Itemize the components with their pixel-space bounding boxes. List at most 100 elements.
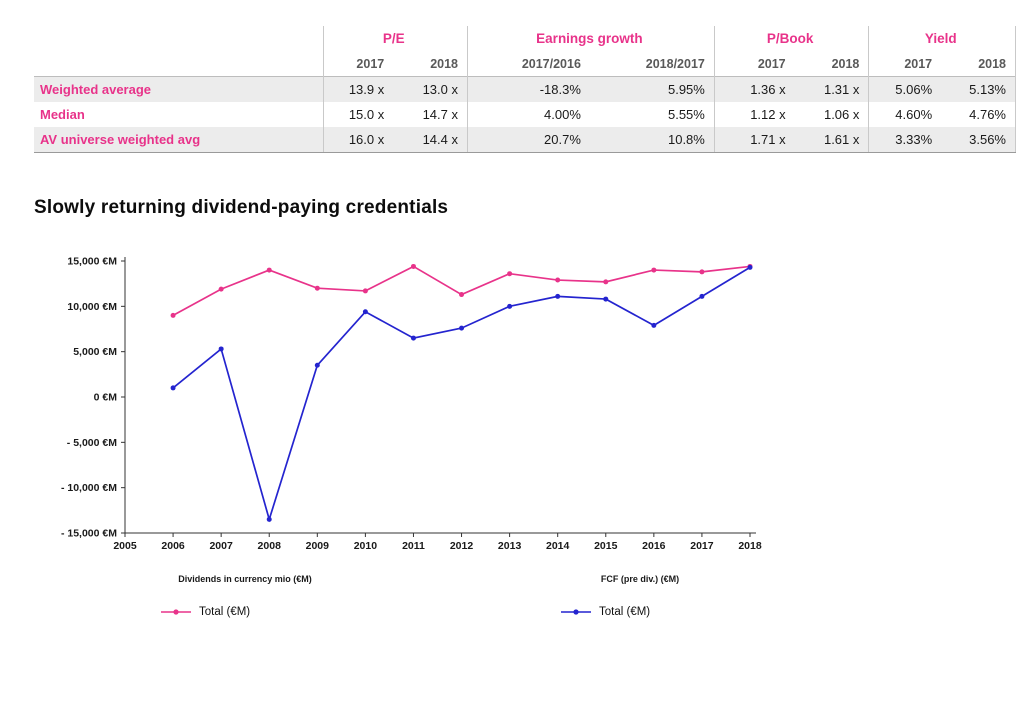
legend-swatch-blue [561, 609, 591, 615]
subheader-pe-2018: 2018 [430, 56, 458, 71]
subheader-yield-2018: 2018 [941, 51, 1017, 77]
data-point [651, 267, 657, 273]
table-cell: 10.8% [589, 127, 715, 153]
legend-swatch-pink [161, 609, 191, 615]
subheader-eg-2017-2016: 2017/2016 [466, 51, 590, 77]
data-point [459, 292, 465, 298]
x-tick-label: 2006 [161, 540, 185, 552]
line-chart-canvas: 15,000 €M 10,000 €M 5,000 €M 0 €M - 5,000 €M… [61, 256, 762, 553]
table-cell: 1.36 x [713, 76, 795, 102]
table-body: Weighted average 13.9 x 13.0 x -18.3% 5.95% 1… [34, 76, 1017, 153]
x-tick-label: 2015 [594, 540, 618, 552]
data-point [699, 293, 705, 299]
data-point [651, 322, 657, 328]
table-subheader-row: 2017 2018 2017/2016 2018/2017 2017 2018 … [34, 51, 1017, 77]
data-point [747, 264, 753, 270]
data-point [362, 288, 368, 294]
data-point [555, 277, 561, 283]
data-point [218, 346, 224, 352]
table-cell: 1.06 x [823, 107, 860, 122]
data-point [699, 269, 705, 275]
y-tick-label: - 15,000 €M [61, 528, 117, 540]
data-point [266, 516, 272, 522]
table-group-header-row: P/E Earnings growth P/Book Yield [34, 26, 1016, 51]
data-point [603, 279, 609, 285]
table-cell: 1.31 x [794, 76, 869, 102]
row-label: Weighted average [34, 76, 323, 102]
data-point [410, 263, 416, 269]
col-group-earnings-growth: Earnings growth [467, 26, 715, 51]
x-tick-label: 2018 [738, 540, 762, 552]
table-cell: 14.4 x [393, 127, 468, 153]
data-point [459, 325, 465, 331]
x-tick-label: 2012 [450, 540, 474, 552]
x-tick-label: 2011 [402, 540, 425, 552]
row-label: AV universe weighted avg [34, 127, 323, 153]
data-point [507, 303, 513, 309]
data-point [507, 271, 513, 277]
table-cell: 4.00% [466, 102, 590, 127]
y-tick-label: 5,000 €M [73, 346, 117, 358]
table-cell: 13.0 x [393, 76, 468, 102]
table-cell: 14.7 x [422, 107, 458, 122]
table-cell: 5.13% [941, 76, 1017, 102]
col-group-yield: Yield [868, 26, 1016, 51]
subheader-pe-2017: 2017 [322, 51, 394, 77]
col-group-pe: P/E [322, 26, 468, 51]
table-cell: 20.7% [466, 127, 590, 153]
page-title: Slowly returning dividend-paying credent… [34, 197, 449, 218]
subheader-spacer [34, 51, 323, 77]
data-point [603, 296, 609, 302]
table-cell: 4.76% [941, 102, 1017, 127]
y-tick-label: 10,000 €M [67, 301, 117, 313]
axis-captions: Dividends in currency mio (€M) FCF (pre … [40, 574, 810, 592]
x-tick-label: 2010 [354, 540, 378, 552]
table-cell: 5.95% [589, 76, 715, 102]
data-point [362, 309, 368, 315]
y-tick-label: 0 €M [94, 392, 118, 404]
x-tick-label: 2017 [690, 540, 714, 552]
data-point [170, 312, 176, 318]
row-label: Median [40, 107, 85, 122]
data-point [555, 293, 561, 299]
y-tick-label: - 5,000 €M [67, 437, 117, 449]
chart-legend: Total (€M) Total (€M) [40, 606, 810, 628]
subheader-eg-2018-2017: 2018/2017 [645, 56, 705, 71]
table-cell: 15.0 x [322, 102, 394, 127]
dividends-fcf-chart: 15,000 €M 10,000 €M 5,000 €M 0 €M - 5,000 €M… [40, 247, 810, 628]
x-tick-label: 2014 [546, 540, 570, 552]
table-cell: 4.60% [868, 102, 942, 127]
table-cell: 13.9 x [322, 76, 394, 102]
y-tick-label: 15,000 €M [67, 256, 117, 268]
x-tick-label: 2005 [113, 540, 137, 552]
data-point [218, 286, 224, 292]
group-header-spacer [34, 26, 323, 51]
valuation-table-wrap: P/E Earnings growth P/Book Yield 2017 20… [34, 26, 1017, 153]
data-point [314, 362, 320, 368]
table-cell: 3.33% [868, 127, 942, 153]
table-cell: 5.06% [868, 76, 942, 102]
x-tick-label: 2007 [209, 540, 233, 552]
valuation-table: P/E Earnings growth P/Book Yield 2017 20… [34, 26, 1017, 153]
subheader-yield-2017: 2017 [868, 51, 942, 77]
legend-item-fcf: Total (€M) [560, 606, 650, 618]
table-cell: 1.71 x [713, 127, 795, 153]
table-row: Weighted average 13.9 x 13.0 x -18.3% 5.95% 1… [34, 76, 1017, 102]
data-point [266, 267, 272, 273]
table-cell: 5.55% [667, 107, 705, 122]
series-line [172, 266, 751, 523]
legend-item-dividends: Total (€M) [160, 606, 250, 618]
data-point [410, 335, 416, 341]
caption-fcf: FCF (pre div.) (€M) [600, 574, 680, 584]
caption-dividends: Dividends in currency mio (€M) [178, 574, 312, 584]
data-point [314, 285, 320, 291]
table-cell: 1.12 x [713, 102, 795, 127]
data-point [170, 385, 176, 391]
table-cell: 3.56% [941, 127, 1017, 153]
x-tick-label: 2013 [498, 540, 522, 552]
x-tick-label: 2009 [306, 540, 330, 552]
table-cell: 16.0 x [322, 127, 394, 153]
legend-label: Total (€M) [599, 606, 651, 618]
table-row: AV universe weighted avg 16.0 x 14.4 x 20.7… [34, 127, 1017, 153]
col-group-pbook: P/Book [713, 26, 869, 51]
